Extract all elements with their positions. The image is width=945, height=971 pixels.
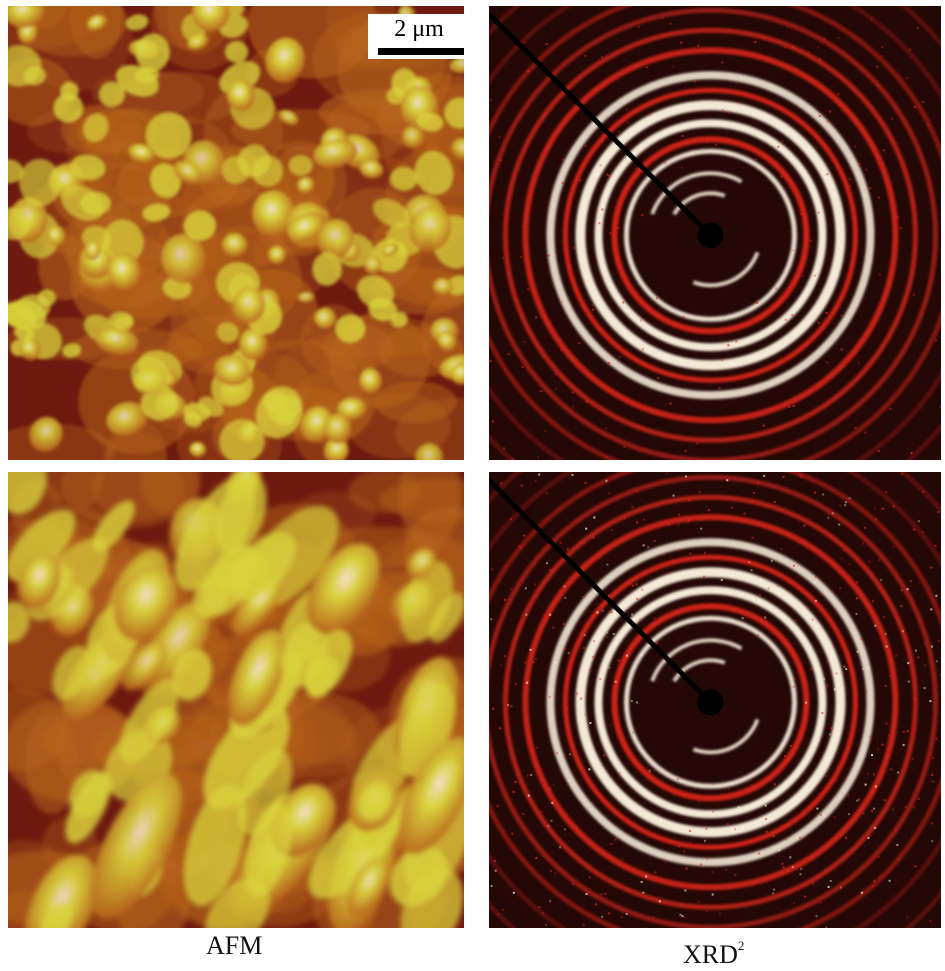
afm-image-bottom (8, 472, 464, 928)
afm-topography-bottom (8, 472, 464, 928)
afm-topography-top (8, 6, 464, 460)
scale-bar: 2 μm (368, 14, 464, 59)
caption-afm: AFM (206, 930, 262, 962)
scale-bar-line (378, 48, 464, 55)
scale-bar-label: 2 μm (368, 14, 464, 44)
caption-xrd-text: XRD (683, 940, 738, 969)
xrd-diffraction-rings-top (489, 6, 941, 460)
afm-image-top: 2 μm (8, 6, 464, 460)
xrd-pattern-bottom (489, 472, 941, 928)
xrd-pattern-top (489, 6, 941, 460)
xrd-diffraction-rings-bottom (489, 472, 941, 928)
caption-xrd: XRD2 (683, 930, 744, 971)
caption-xrd-superscript: 2 (738, 938, 745, 953)
